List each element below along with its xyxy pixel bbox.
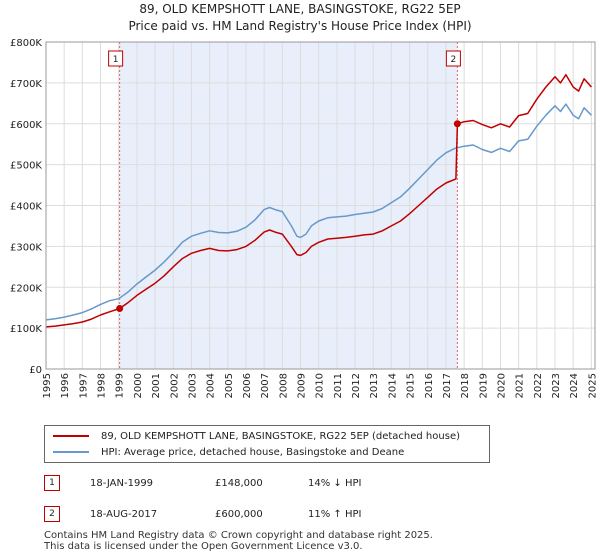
y-tick-label: £200K [10, 283, 42, 294]
transaction-hpi-diff: 11% ↑ HPI [308, 508, 362, 520]
hpi-line [45, 103, 592, 321]
sale-marker-label: 2 [451, 55, 457, 65]
legend-label-property: 89, OLD KEMPSHOTT LANE, BASINGSTOKE, RG2… [101, 430, 460, 442]
x-tick-label: 2013 [369, 373, 380, 398]
transaction-date: 18-JAN-1999 [90, 477, 154, 489]
x-tick-label: 2023 [551, 373, 562, 398]
x-tick-label: 2025 [587, 373, 598, 398]
plot-border [45, 41, 596, 370]
x-tick-label: 1998 [97, 373, 108, 398]
legend-item-hpi: HPI: Average price, detached house, Basi… [53, 445, 404, 459]
x-tick-label: 1996 [60, 373, 71, 398]
transaction-hpi-diff: 14% ↓ HPI [308, 477, 362, 489]
x-tick-label: 2007 [260, 373, 271, 398]
x-tick-label: 2000 [133, 373, 144, 398]
x-tick-label: 2024 [569, 373, 580, 398]
footer: Contains HM Land Registry data © Crown c… [44, 530, 433, 552]
transaction-badge: 1 [44, 475, 60, 491]
x-tick-label: 2014 [387, 373, 398, 398]
x-tick-label: 2016 [424, 373, 435, 398]
sale-marker-box [445, 50, 461, 67]
y-tick-label: £600K [10, 120, 42, 131]
transaction-price: £148,000 [215, 477, 263, 489]
x-tick-label: 2002 [169, 373, 180, 398]
chart-title: 89, OLD KEMPSHOTT LANE, BASINGSTOKE, RG2… [139, 2, 461, 16]
y-tick-label: £500K [10, 161, 42, 172]
x-tick-label: 2003 [187, 373, 198, 398]
x-tick-label: 2018 [460, 373, 471, 398]
sale-marker-label: 1 [113, 55, 119, 65]
y-tick-label: £100K [10, 324, 42, 335]
x-tick-label: 1997 [78, 373, 89, 398]
y-tick-label: £0 [29, 365, 42, 376]
chart-subtitle: Price paid vs. HM Land Registry's House … [128, 19, 472, 33]
x-tick-label: 2022 [533, 373, 544, 398]
x-tick-label: 2015 [406, 373, 417, 398]
transaction-badge: 2 [44, 506, 60, 522]
x-tick-label: 2019 [478, 373, 489, 398]
transaction-price: £600,000 [215, 508, 263, 520]
y-tick-label: £300K [10, 242, 42, 253]
transaction-date: 18-AUG-2017 [90, 508, 158, 520]
transaction-row: 2 18-AUG-2017 £600,000 11% ↑ HPI [44, 505, 361, 523]
transaction-row: 1 18-JAN-1999 £148,000 14% ↓ HPI [44, 474, 361, 492]
x-tick-label: 2017 [442, 373, 453, 398]
legend: 89, OLD KEMPSHOTT LANE, BASINGSTOKE, RG2… [44, 425, 490, 463]
x-tick-label: 2010 [315, 373, 326, 398]
property-price-line [45, 73, 592, 328]
x-tick-label: 1995 [42, 373, 53, 398]
y-tick-label: £400K [10, 202, 42, 213]
legend-item-property: 89, OLD KEMPSHOTT LANE, BASINGSTOKE, RG2… [53, 429, 460, 443]
x-tick-label: 1999 [115, 373, 126, 398]
footer-license: This data is licensed under the Open Gov… [44, 541, 363, 552]
y-tick-label: £700K [10, 79, 42, 90]
sale-point [116, 305, 124, 313]
x-tick-label: 2008 [278, 373, 289, 398]
x-tick-label: 2011 [333, 373, 344, 398]
x-tick-label: 2021 [515, 373, 526, 398]
sale-marker-box [108, 50, 124, 67]
footer-copyright: Contains HM Land Registry data © Crown c… [44, 530, 433, 541]
x-tick-label: 2005 [224, 373, 235, 398]
chart-area: 1 2 £0 £100K £200K £300K £400K £500K £600K £700K… [10, 38, 598, 398]
x-tick-label: 2009 [297, 373, 308, 398]
x-tick-label: 2001 [151, 373, 162, 398]
x-tick-label: 2012 [351, 373, 362, 398]
legend-swatch-property [53, 435, 89, 437]
x-tick-label: 2006 [242, 373, 253, 398]
legend-swatch-hpi [53, 451, 89, 453]
x-tick-label: 2020 [496, 373, 507, 398]
y-tick-label: £800K [10, 38, 42, 49]
x-tick-label: 2004 [206, 373, 217, 398]
sale-point [453, 120, 461, 128]
legend-label-hpi: HPI: Average price, detached house, Basi… [101, 446, 405, 458]
